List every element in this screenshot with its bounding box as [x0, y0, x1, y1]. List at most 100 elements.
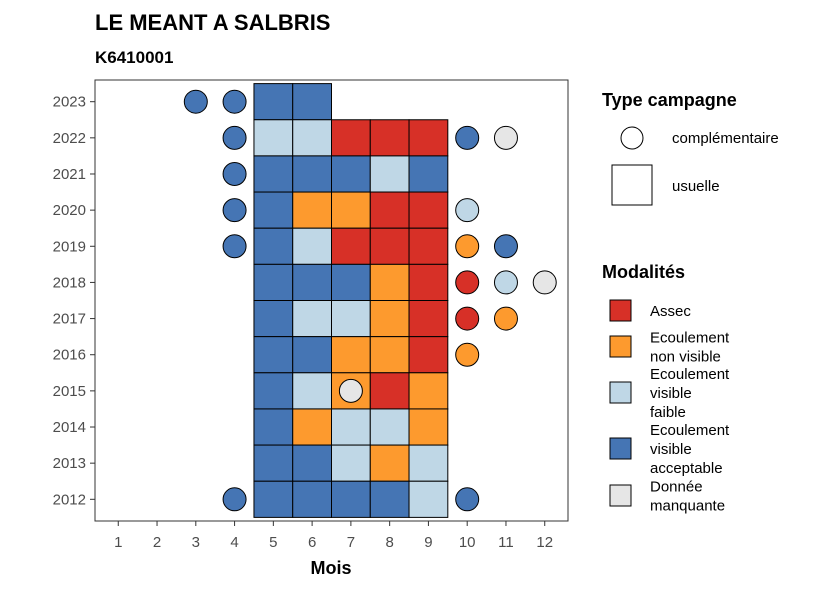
tile-2014-m8	[369, 408, 410, 446]
point-2023-m4	[222, 89, 247, 114]
tile-2020-m6	[292, 191, 333, 229]
x-tick-label-3: 3	[192, 534, 200, 551]
x-tick-label-5: 5	[269, 534, 277, 551]
legend-circle-swatch	[620, 126, 644, 150]
legend-label-1-0: Ecoulement	[650, 330, 730, 347]
tile-2014-m7	[331, 408, 371, 446]
tile-2022-m8	[369, 119, 410, 157]
tile-2022-m9	[408, 119, 449, 157]
x-axis-title: Mois	[310, 558, 351, 578]
tile-2018-m6	[292, 263, 333, 301]
tile-2015-m6	[292, 372, 333, 410]
x-tick-label-9: 9	[424, 534, 432, 551]
legend-modalites-title: Modalités	[602, 262, 685, 282]
tile-2014-m5	[253, 408, 294, 446]
legend-label-3-0: Ecoulement	[650, 422, 730, 439]
y-tick-label-2018: 2018	[53, 274, 86, 291]
tile-2017-m6	[292, 300, 333, 338]
x-axis: 1 2 3 4 5 6 7 8 9 10 11 12	[114, 521, 553, 551]
tile-2016-m5	[253, 336, 294, 374]
legend-swatch-2	[609, 381, 632, 404]
tile-2020-m7	[331, 191, 371, 229]
tile-2016-m8	[369, 336, 410, 374]
tile-2012-m6	[292, 480, 333, 518]
y-tick-label-2023: 2023	[53, 94, 86, 111]
tile-2013-m9	[408, 444, 449, 482]
tile-2023-m6	[292, 83, 333, 121]
tile-2014-m6	[292, 408, 333, 446]
point-2021-m4	[222, 161, 247, 186]
tile-2020-m8	[369, 191, 410, 229]
x-tick-label-6: 6	[308, 534, 316, 551]
point-2012-m4	[222, 487, 247, 512]
y-tick-label-2021: 2021	[53, 166, 86, 183]
chart-title: LE MEANT A SALBRIS	[95, 10, 330, 35]
y-tick-label-2022: 2022	[53, 130, 86, 147]
point-2023-m3	[183, 89, 208, 114]
tile-2018-m7	[331, 263, 371, 301]
tile-2012-m7	[331, 480, 371, 518]
legend-label-2-0: Ecoulement	[650, 366, 730, 383]
legend-swatch-0	[609, 299, 632, 322]
tile-2019-m8	[369, 227, 410, 265]
point-2012-m10	[455, 487, 480, 512]
tile-2023-m5	[253, 83, 294, 121]
point-2018-m11	[493, 270, 518, 295]
point-2016-m10	[455, 342, 480, 367]
y-tick-label-2019: 2019	[53, 238, 86, 255]
point-2017-m11	[493, 306, 518, 331]
tile-2012-m9	[408, 480, 449, 518]
x-tick-label-2: 2	[153, 534, 161, 551]
point-2020-m10	[455, 198, 480, 223]
tile-2018-m8	[369, 263, 410, 301]
tile-2019-m6	[292, 227, 333, 265]
legend-label-1-1: non visible	[650, 349, 721, 366]
legend-square-swatch	[611, 164, 653, 206]
tile-2016-m7	[331, 336, 371, 374]
point-2018-m12	[532, 270, 557, 295]
tile-2019-m7	[331, 227, 371, 265]
y-tick-label-2012: 2012	[53, 491, 86, 508]
legend-swatch-4	[609, 484, 632, 507]
point-2022-m10	[455, 125, 480, 150]
x-tick-label-12: 12	[536, 534, 553, 551]
legend-label-0-0: Assec	[650, 303, 691, 320]
tile-2022-m5	[253, 119, 294, 157]
legend-label-4-1: manquante	[650, 498, 725, 515]
tile-2012-m5	[253, 480, 294, 518]
x-tick-label-10: 10	[459, 534, 476, 551]
tile-2017-m8	[369, 300, 410, 338]
legend-label-2-1: visible	[650, 385, 692, 402]
legend-type-campagne: Type campagne complémentaire usuelle	[602, 90, 779, 206]
tile-2019-m9	[408, 227, 449, 265]
legend-label-4-0: Donnée	[650, 479, 703, 496]
point-2019-m4	[222, 234, 247, 259]
point-2018-m10	[455, 270, 480, 295]
tile-2021-m7	[331, 155, 371, 193]
usuelle-tiles	[253, 83, 449, 518]
point-2019-m11	[493, 234, 518, 259]
tile-2022-m6	[292, 119, 333, 157]
tile-2015-m5	[253, 372, 294, 410]
tile-2016-m6	[292, 336, 333, 374]
tile-2016-m9	[408, 336, 449, 374]
tile-2013-m5	[253, 444, 294, 482]
tile-2015-m8	[369, 372, 410, 410]
y-tick-label-2013: 2013	[53, 455, 86, 472]
tile-2013-m6	[292, 444, 333, 482]
x-tick-label-11: 11	[498, 534, 514, 551]
tile-2015-m9	[408, 372, 449, 410]
tile-2017-m5	[253, 300, 294, 338]
legend-type-title: Type campagne	[602, 90, 737, 110]
tile-2013-m7	[331, 444, 371, 482]
tile-2020-m5	[253, 191, 294, 229]
x-tick-label-1: 1	[114, 534, 122, 551]
tile-2021-m9	[408, 155, 449, 193]
tile-2019-m5	[253, 227, 294, 265]
plot-frame	[94, 79, 569, 522]
chart-subtitle: K6410001	[95, 48, 173, 67]
legend-label-3-2: acceptable	[650, 460, 723, 477]
tile-2014-m9	[408, 408, 449, 446]
